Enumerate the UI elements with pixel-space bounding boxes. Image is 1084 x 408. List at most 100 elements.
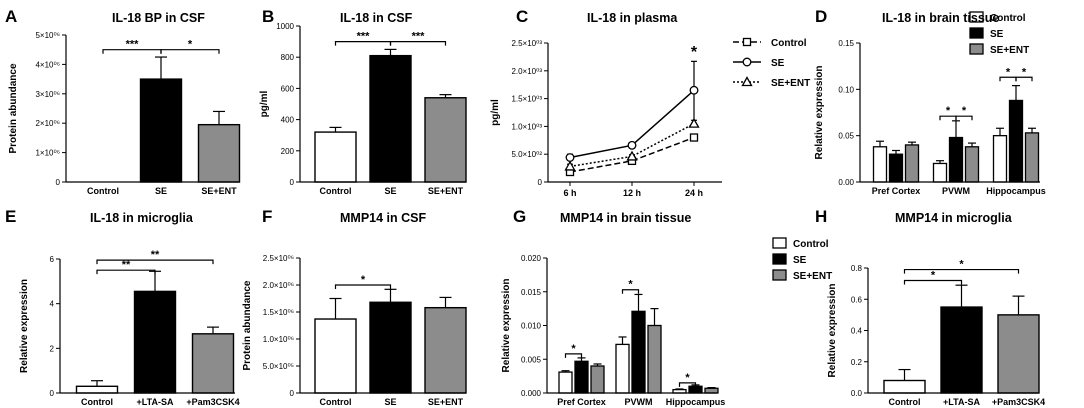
data-point (689, 133, 699, 142)
x-tick-label: Control (87, 186, 119, 196)
panel-letter: E (5, 207, 16, 226)
series-line (569, 136, 695, 173)
significance-label: * (946, 105, 951, 117)
significance-bracket (955, 115, 973, 121)
y-tick-label: 4×10⁰⁶ (35, 60, 60, 69)
chart-panel-H: Control +LTA-SA +Pam3CSK4 0.0 0.2 0.4 0.6 0.8 Re… (815, 207, 1045, 407)
chart-title: IL-18 BP in CSF (112, 11, 205, 25)
legend-swatch (772, 237, 787, 249)
y-tick-label: 2×10⁰⁶ (35, 119, 60, 128)
x-tick-label: Control (81, 397, 113, 407)
y-tick-label: 0.6 (851, 295, 863, 304)
bar (883, 379, 926, 394)
significance-label: *** (357, 31, 371, 43)
bar (688, 385, 703, 394)
significance-label: * (685, 372, 690, 384)
y-tick-label: 0.020 (521, 254, 542, 263)
x-tick-label: SE (384, 397, 396, 407)
significance-label: * (931, 270, 936, 282)
chart-panel-A: Control SE SE+ENT 0 1×10⁰⁶ 2×10⁰⁶ 3×10⁰⁶ 4×10⁰⁶… (5, 7, 241, 196)
significance-bracket (564, 353, 583, 358)
chart-title: MMP14 in microglia (895, 211, 1013, 225)
y-tick-label: 4 (50, 300, 55, 309)
bar (1024, 132, 1040, 183)
x-tick-label: 24 h (685, 188, 703, 198)
x-tick-label: Control (320, 397, 352, 407)
data-point (741, 76, 753, 87)
significance-bracket (160, 49, 220, 54)
panel-letter: A (5, 7, 17, 26)
panel-letter: H (815, 207, 827, 226)
legend-label: SE+ENT (990, 45, 1029, 56)
data-point (626, 150, 638, 161)
chart-title: MMP14 in CSF (340, 211, 426, 225)
bar (964, 146, 980, 183)
bar (872, 146, 888, 183)
x-tick-label: +LTA-SA (137, 397, 174, 407)
y-tick-label: 200 (281, 147, 295, 156)
series-line (569, 122, 695, 168)
significance-label: ** (122, 259, 131, 271)
significance-label: * (962, 105, 967, 117)
y-axis-title: Protein abundance (8, 63, 19, 153)
y-tick-label: 0.4 (851, 327, 863, 336)
x-tick-label: Hippocampus (986, 186, 1046, 196)
data-point (688, 117, 700, 128)
legend-swatch (969, 27, 984, 39)
legend-label: SE+ENT (793, 271, 832, 282)
significance-label: * (361, 274, 366, 286)
significance-label: * (188, 39, 193, 51)
bar (1008, 99, 1024, 183)
y-tick-label: 0.00 (838, 178, 854, 187)
y-tick-label: 0 (290, 178, 295, 187)
bar (197, 123, 241, 183)
significance-bracket (903, 279, 963, 285)
y-tick-label: 400 (281, 116, 295, 125)
chart-panel-F: Control SE SE+ENT 0 5.0×10⁰⁵ 1.0×10⁰⁶ 1.5×10⁰⁶… (242, 207, 467, 407)
bar (704, 387, 719, 394)
significance-label: * (628, 279, 633, 291)
significance-label: *** (126, 39, 140, 51)
y-tick-label: 0 (290, 389, 295, 398)
y-tick-label: 0 (56, 178, 61, 187)
y-tick-label: 2.5×10⁰³ (511, 39, 542, 48)
significance-label: *** (412, 31, 426, 43)
y-tick-label: 0.010 (521, 322, 542, 331)
legend: Control SE SE+ENT (733, 37, 810, 89)
chart-title: IL-18 in microglia (90, 211, 194, 225)
bar (948, 136, 964, 183)
data-point (627, 140, 637, 150)
x-tick-label: SE (155, 186, 167, 196)
chart-title: IL-18 in plasma (587, 11, 678, 25)
significance-label: * (571, 343, 576, 355)
bar (940, 306, 983, 394)
legend-swatch (969, 11, 984, 23)
data-point (742, 57, 752, 67)
y-tick-label: 2 (50, 344, 55, 353)
significance-label: * (1006, 66, 1011, 78)
bar (191, 333, 235, 394)
panel-letter: B (262, 7, 274, 26)
x-tick-label: +LTA-SA (943, 397, 980, 407)
y-tick-label: 0.15 (838, 39, 854, 48)
x-tick-label: Pref Cortex (872, 186, 921, 196)
y-tick-label: 0.2 (851, 358, 863, 367)
bar (139, 78, 183, 183)
chart-panel-B: Control SE SE+ENT 0 200 400 600 800 1000 pg/ml ***… (259, 7, 467, 196)
bar (888, 153, 904, 183)
legend: Control SE SE+ENT (969, 11, 1029, 56)
y-tick-label: 6 (50, 255, 55, 264)
y-tick-label: 2.0×10⁰³ (511, 67, 542, 76)
y-tick-label: 2.0×10⁰⁶ (263, 281, 294, 290)
y-tick-label: 800 (281, 53, 295, 62)
chart-panel-E: Control +LTA-SA +Pam3CSK4 0 2 4 6 Relative expr… (5, 207, 240, 407)
y-axis-title: pg/ml (490, 99, 501, 126)
significance-bracket (1015, 76, 1033, 82)
significance-label: * (1022, 66, 1027, 78)
panel-letter: F (262, 207, 272, 226)
x-tick-label: SE+ENT (428, 397, 464, 407)
significance-label: * (959, 259, 964, 271)
significance-bracket (96, 269, 156, 275)
y-tick-label: 1.0×10⁰³ (511, 122, 542, 131)
